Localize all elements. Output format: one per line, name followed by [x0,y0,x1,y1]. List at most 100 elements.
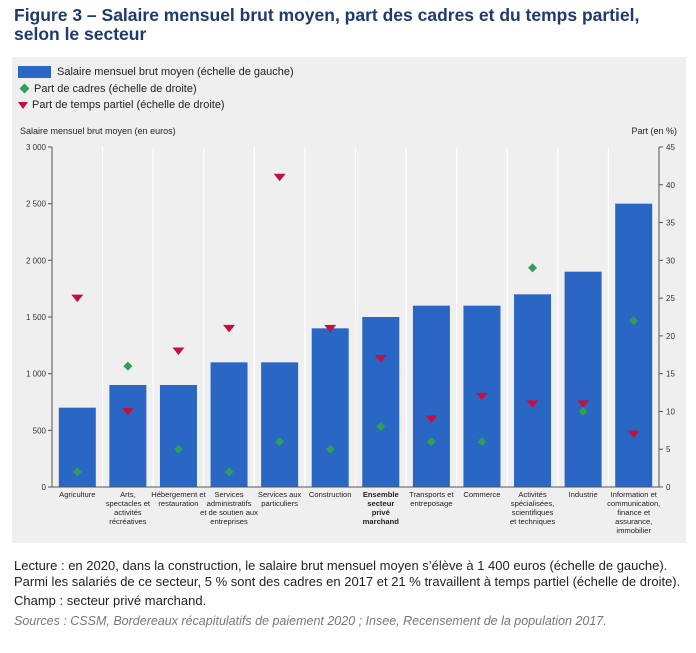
x-category-label-line: privé [372,508,390,517]
x-category-label-line: entreprises [210,517,248,526]
right-axis-title: Part (en %) [631,126,677,136]
x-category-label-line: Activités [518,490,546,499]
legend-label-cadres: Part de cadres (échelle de droite) [34,82,197,95]
temps-partiel-marker [526,400,539,408]
y-left-tick-label: 0 [42,483,47,492]
temps-partiel-marker [223,324,236,333]
cadres-marker [275,437,285,447]
x-category-label-line: Agriculture [59,490,95,499]
x-category-label-line: Construction [309,490,352,499]
y-right-tick-label: 45 [666,143,675,152]
y-left-tick-label: 1 000 [26,370,47,379]
cadres-marker [528,263,538,273]
cadres-marker [123,361,133,371]
salary-bar [159,385,197,487]
x-category-label-line: Industrie [569,490,598,499]
y-right-tick-label: 30 [666,256,675,265]
x-category-label-line: immobilier [616,526,651,535]
y-left-tick-label: 2 000 [26,256,47,265]
y-left-tick-label: 3 000 [26,143,47,152]
y-right-tick-label: 0 [666,483,671,492]
cadres-marker [224,467,234,477]
cadres-marker [72,467,82,477]
x-category-label-line: spécialisées, [511,499,554,508]
x-category-label-line: spectacles et [106,499,151,508]
salary-bar [412,305,450,487]
x-category-label-line: Commerce [463,490,500,499]
y-left-tick-label: 2 500 [26,200,47,209]
y-right-tick-label: 35 [666,219,675,228]
y-right-tick-label: 25 [666,294,675,303]
temps-partiel-marker [425,415,438,423]
x-category-label: Ensemble secteur privé marchand [363,490,400,526]
cadres-marker [426,437,436,447]
salary-bar [109,385,147,487]
x-category-label: Services aux particuliers [258,490,302,508]
chart-legend: Salaire mensuel brut moyen (échelle de g… [18,64,294,114]
x-category-label-line: communication, [607,499,660,508]
left-axis-title: Salaire mensuel brut moyen (en euros) [20,126,176,136]
x-category-label-line: récréatives [109,517,146,526]
x-category-label-line: et de soutien aux [200,508,258,517]
x-category-label: Information et communication, finance et as… [607,490,660,535]
cadres-marker [376,422,386,432]
temps-partiel-marker [374,355,387,363]
x-category-label: Agriculture [59,490,95,499]
x-category-label-line: assurance, [615,517,652,526]
note-champ: Champ : secteur privé marchand. [14,593,207,608]
cadres-marker [477,437,487,447]
x-category-label-line: activités [114,508,142,517]
temps-partiel-marker [121,407,134,416]
y-right-tick-label: 15 [666,370,675,379]
x-category-label-line: Hébergement et [151,490,206,499]
y-left-tick-label: 500 [33,426,47,435]
legend-bar-swatch [18,66,51,79]
x-category-label-line: particuliers [261,499,298,508]
salary-bar [362,317,400,487]
y-right-tick-label: 5 [666,445,671,454]
legend-label-partiel: Part de temps partiel (échelle de droite… [32,99,225,112]
cadres-marker [325,444,335,454]
salary-bar [615,203,653,487]
x-category-label: Transports et entreposage [409,490,454,508]
x-category-label: Activités spécialisées, scientifiques et te… [510,490,555,526]
salary-bar [311,328,349,487]
temps-partiel-marker [172,347,185,355]
temps-partiel-marker [71,294,84,303]
x-category-label-line: secteur [367,499,394,508]
x-category-label: Services administratifs et de soutien aux e… [200,490,258,526]
legend-item-salaire: Salaire mensuel brut moyen (échelle de g… [18,64,294,81]
x-category-label-line: finance et [617,508,651,517]
x-category-label-line: Services [214,490,243,499]
legend-label-salaire: Salaire mensuel brut moyen (échelle de g… [57,66,294,79]
x-category-label-line: Arts, [120,490,136,499]
x-category-label-line: entreposage [410,499,452,508]
y-right-tick-label: 20 [666,332,675,341]
legend-item-cadres: Part de cadres (échelle de droite) [18,81,294,98]
x-category-label: Construction [309,490,352,499]
y-left-tick-label: 1 500 [26,313,47,322]
x-category-label-line: administratifs [207,499,252,508]
salary-bar [210,362,248,487]
salary-bar [514,294,552,487]
x-category-label-line: scientifiques [512,508,554,517]
note-lecture: Lecture : en 2020, dans la construction,… [14,558,681,589]
x-category-label-line: Transports et [409,490,454,499]
cadres-marker [578,406,588,416]
x-category-label: Commerce [463,490,500,499]
y-right-tick-label: 10 [666,407,675,416]
legend-triangle-swatch [18,101,28,109]
x-category-label: Arts, spectacles et activités récréatives [106,490,151,526]
figure-title: Figure 3 – Salaire mensuel brut moyen, p… [14,5,640,44]
temps-partiel-marker [577,400,590,408]
salary-bar [564,271,602,487]
note-sources: Sources : CSSM, Bordereaux récapitulatif… [14,614,607,628]
temps-partiel-marker [475,392,488,401]
temps-partiel-marker [324,324,337,333]
cadres-marker [173,444,183,454]
x-category-label-line: restauration [158,499,198,508]
x-category-label: Hébergement et restauration [151,490,206,508]
legend-item-partiel: Part de temps partiel (échelle de droite… [18,97,294,114]
x-category-label-line: et techniques [510,517,555,526]
